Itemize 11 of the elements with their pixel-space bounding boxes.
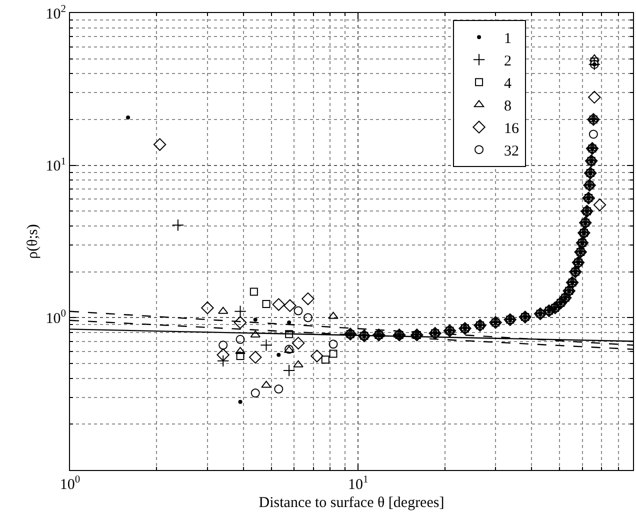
legend-label: 2 [504, 53, 512, 70]
y-axis-title: ρ(θ;s) [25, 224, 41, 259]
legend-label: 16 [504, 120, 520, 137]
y-tick-label: 10$^{2}$ [46, 4, 66, 22]
legend-label: 1 [504, 30, 512, 47]
y-tick-label: 10$^{0}$ [46, 308, 66, 327]
legend-label: 32 [504, 143, 520, 160]
legend-label: 4 [504, 76, 512, 92]
x-axis-title: Distance to surface θ [degrees] [258, 495, 444, 511]
y-tick-label: 10$^{1}$ [46, 156, 66, 175]
legend-label: 8 [504, 98, 512, 114]
